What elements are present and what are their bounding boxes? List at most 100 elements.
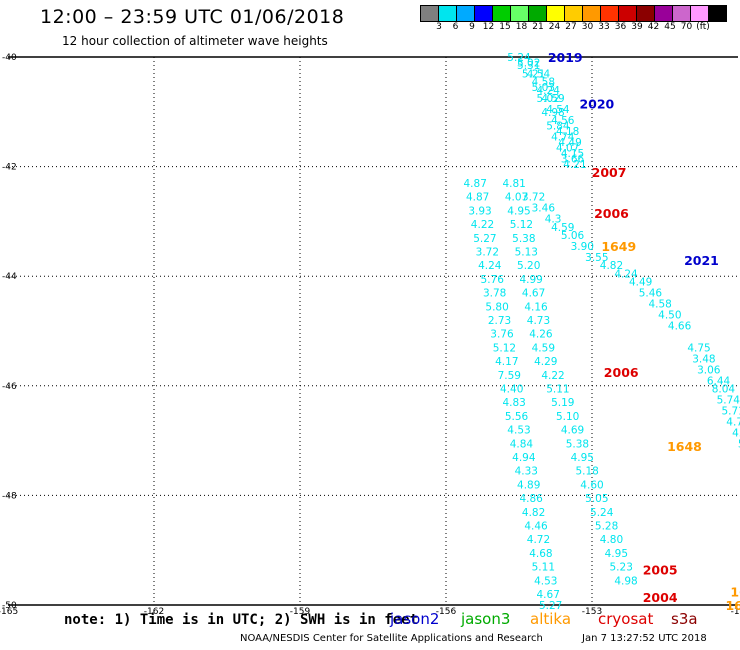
data-point-label: 4.49 bbox=[629, 277, 652, 289]
colorbar-label: 12 bbox=[482, 22, 495, 32]
data-point-label: 4.95 bbox=[571, 452, 594, 464]
data-point-label: 4.73 bbox=[527, 315, 550, 327]
data-point-label: 4.66 bbox=[668, 321, 692, 333]
data-point-label: 4.26 bbox=[529, 329, 553, 341]
x-tick-label: -153 bbox=[582, 607, 602, 617]
x-tick-label: -162 bbox=[144, 607, 164, 617]
data-point-label: 4.53 bbox=[507, 425, 530, 437]
colorbar-label: 39 bbox=[631, 22, 643, 32]
data-point-label: 5.06 bbox=[561, 230, 585, 242]
data-point-label: 4.98 bbox=[614, 575, 637, 587]
legend-altika: altika bbox=[530, 610, 572, 628]
data-point-label: 7.59 bbox=[498, 370, 521, 382]
colorbar-label: 21 bbox=[532, 22, 544, 32]
data-point-label: 4.74 bbox=[551, 131, 575, 143]
colorbar-label: 18 bbox=[515, 22, 528, 32]
data-point-label: 5.71 bbox=[721, 405, 740, 417]
data-point-label: 5.76 bbox=[481, 274, 505, 286]
data-point-label: 5.19 bbox=[551, 397, 574, 409]
x-tick-label: -165 bbox=[0, 607, 18, 617]
data-point-label: 4.81 bbox=[502, 178, 525, 190]
colorbar-label: 70 bbox=[680, 22, 693, 32]
data-point-label: 5.31 bbox=[517, 60, 540, 72]
data-point-label: 4.18 bbox=[556, 126, 579, 138]
chart-subtitle: 12 hour collection of altimeter wave hei… bbox=[62, 34, 328, 48]
colorbar-label: 9 bbox=[469, 22, 475, 32]
time-annotation: 2007 bbox=[592, 165, 627, 180]
data-point-label: 4.58 bbox=[532, 77, 555, 89]
data-point-label: 4.22 bbox=[471, 219, 494, 231]
y-tick-label: -48 bbox=[2, 491, 17, 501]
time-annotation: 2006 bbox=[604, 365, 639, 380]
data-point-label: 4.9 bbox=[732, 427, 740, 439]
x-tick-label: -159 bbox=[290, 607, 311, 617]
colorbar-label: 30 bbox=[581, 22, 594, 32]
data-point-label: 4.82 bbox=[600, 260, 623, 272]
data-point-label: 4.56 bbox=[551, 115, 575, 127]
y-tick-label: -50 bbox=[2, 601, 17, 611]
data-point-label: 4.79 bbox=[726, 416, 740, 428]
data-point-label: 4.17 bbox=[495, 356, 518, 368]
data-point-label: 5.03 bbox=[532, 82, 555, 94]
data-point-label: 4.53 bbox=[534, 575, 557, 587]
colorbar-label: 15 bbox=[499, 22, 511, 32]
colorbar bbox=[420, 5, 727, 22]
legend-s3a: s3a bbox=[671, 610, 698, 628]
data-point-label: 4.59 bbox=[551, 222, 574, 234]
data-point-label: 5.38 bbox=[512, 233, 535, 245]
data-point-label: 3.93 bbox=[468, 205, 491, 217]
data-point-label: 4.22 bbox=[541, 370, 564, 382]
data-point-label: 4.68 bbox=[529, 548, 552, 560]
legend-jason2: jason2 bbox=[390, 610, 440, 628]
data-point-label: 4.24 bbox=[614, 268, 638, 280]
data-point-label: 5.11 bbox=[546, 384, 569, 396]
data-point-label: 4.89 bbox=[517, 479, 540, 491]
data-point-label: 3.66 bbox=[561, 153, 585, 165]
data-point-label: 5.56 bbox=[505, 411, 529, 423]
data-point-label: 5.24 bbox=[590, 507, 614, 519]
data-point-label: 5.38 bbox=[566, 438, 589, 450]
data-point-label: 4.16 bbox=[524, 301, 548, 313]
data-point-label: 4.07 bbox=[505, 192, 528, 204]
data-point-label: 4.80 bbox=[600, 534, 623, 546]
data-point-label: 4.87 bbox=[464, 178, 487, 190]
data-point-label: 3.72 bbox=[522, 192, 545, 204]
data-point-label: 4.29 bbox=[534, 356, 557, 368]
data-point-label: 4.59 bbox=[541, 93, 564, 105]
colorbar-label: (ft) bbox=[696, 22, 710, 32]
legend-jason3: jason3 bbox=[461, 610, 511, 628]
time-annotation: 2006 bbox=[594, 206, 629, 221]
data-point-label: 4.54 bbox=[527, 68, 551, 80]
colorbar-label: 36 bbox=[614, 22, 627, 32]
time-annotation: 2021 bbox=[684, 253, 719, 268]
x-tick-label: -15 bbox=[731, 607, 740, 617]
data-point-label: 4.40 bbox=[500, 384, 523, 396]
data-point-label: 5.02 bbox=[517, 57, 540, 69]
data-point-label: 4.07 bbox=[556, 142, 579, 154]
chart-title: 12:00 – 23:59 UTC 01/06/2018 bbox=[40, 6, 345, 28]
data-point-label: 4.58 bbox=[648, 299, 671, 311]
data-point-label: 4.67 bbox=[537, 589, 560, 601]
data-point-label: 4.99 bbox=[519, 274, 542, 286]
data-point-label: 4.67 bbox=[522, 288, 545, 300]
data-point-label: 5.11 bbox=[532, 562, 555, 574]
footer-credit: NOAA/NESDIS Center for Satellite Applica… bbox=[240, 633, 543, 644]
data-point-label: 3.48 bbox=[692, 353, 715, 365]
data-point-label: 3.90 bbox=[571, 241, 594, 253]
data-point-label: 4.95 bbox=[605, 548, 628, 560]
data-point-label: 4.84 bbox=[510, 438, 534, 450]
time-annotation: 1647 bbox=[730, 584, 740, 599]
data-point-label: 5.12 bbox=[510, 219, 533, 231]
data-point-label: 4.3 bbox=[545, 214, 562, 226]
data-point-label: 4.50 bbox=[658, 310, 681, 322]
data-point-label: 4.33 bbox=[515, 466, 538, 478]
footer-date: Jan 7 13:27:52 UTC 2018 bbox=[582, 633, 707, 644]
data-point-label: 4.75 bbox=[687, 342, 710, 354]
data-point-label: 6.44 bbox=[707, 375, 731, 387]
data-point-label: 4.54 bbox=[546, 104, 570, 116]
note-text: note: 1) Time is in UTC; 2) SWH is in fe… bbox=[64, 612, 419, 628]
data-point-label: 3.06 bbox=[697, 364, 721, 376]
data-point-label: 5.74 bbox=[717, 395, 740, 407]
data-point-label: 5.12 bbox=[493, 342, 516, 354]
time-annotation: 2020 bbox=[579, 97, 614, 112]
